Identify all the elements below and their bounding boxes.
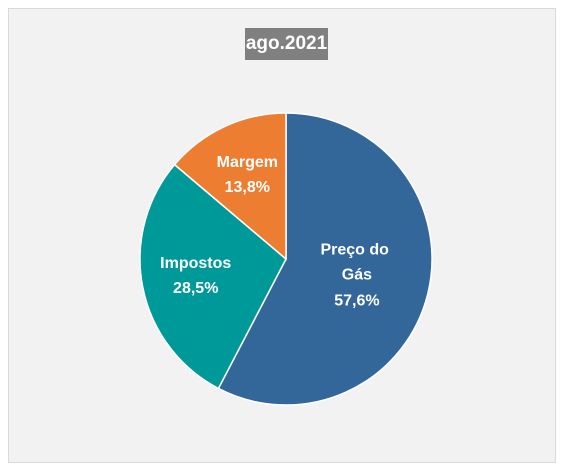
slice-label: Impostos: [160, 255, 231, 272]
slice-value-label: 57,6%: [334, 293, 379, 310]
slice-label: Margem: [217, 154, 278, 171]
slice-value-label: 28,5%: [173, 280, 218, 297]
pie-slice: [173, 112, 287, 261]
pie-slice: [139, 163, 287, 390]
pie-slice: [217, 112, 433, 406]
slice-label: Preço do Gás: [320, 242, 393, 284]
title-box: [245, 28, 328, 60]
label-line: Gás: [342, 267, 372, 284]
chart-title: ago.2021: [246, 33, 328, 54]
slice-value-label: 13,8%: [225, 179, 270, 196]
label-line: Preço do: [320, 242, 393, 259]
